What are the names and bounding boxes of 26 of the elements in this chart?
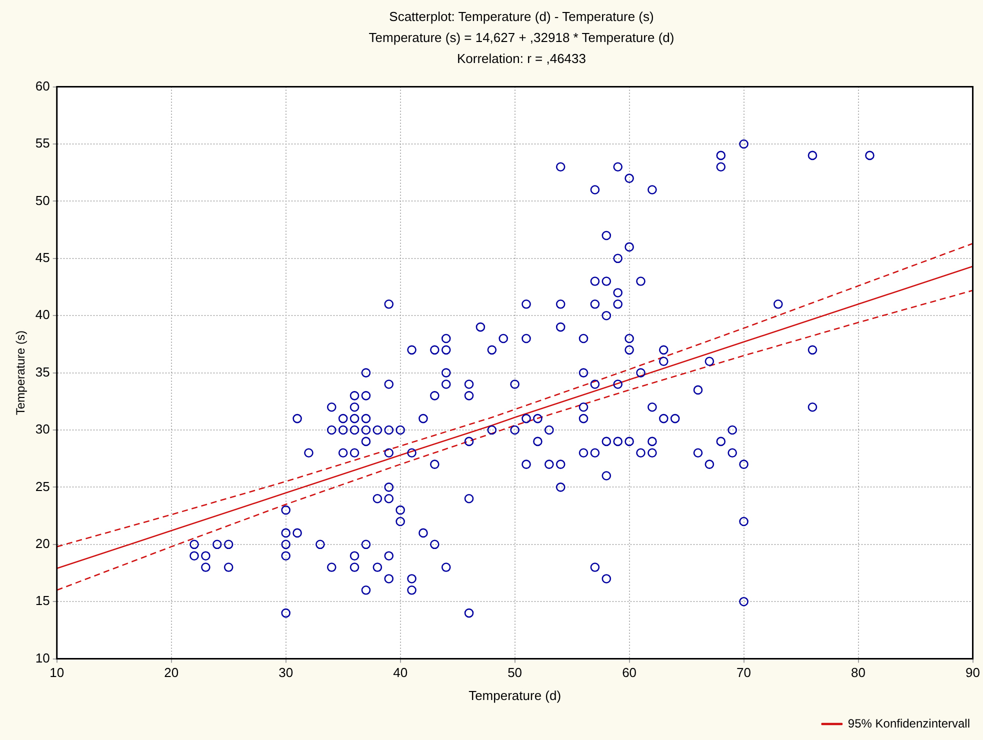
y-tick-label: 50: [35, 192, 50, 208]
y-tick-label: 15: [35, 593, 50, 608]
y-tick-label: 25: [35, 478, 50, 494]
y-tick-label: 20: [35, 536, 50, 551]
y-axis-title: Temperature (s): [14, 330, 28, 416]
x-tick-label: 90: [966, 665, 980, 680]
x-tick-label: 10: [50, 665, 64, 680]
x-tick-label: 80: [851, 665, 866, 680]
legend-label: 95% Konfidenzintervall: [848, 716, 970, 730]
chart-subtitle: Temperature (s) = 14,627 + ,32918 * Temperature (d): [368, 29, 676, 47]
x-tick-label: 40: [393, 665, 408, 680]
x-axis-title: Temperature (d): [468, 688, 562, 703]
y-tick-label: 30: [35, 422, 50, 437]
y-tick-label: 40: [35, 307, 50, 322]
chart-title: Scatterplot: Temperature (d) - Temperature (s): [388, 8, 655, 26]
x-tick-label: 60: [622, 665, 637, 680]
y-tick-label: 35: [35, 364, 50, 380]
y-tick-label: 45: [35, 250, 50, 265]
x-tick-label: 70: [736, 665, 752, 680]
x-tick-label: 50: [508, 665, 522, 680]
x-tick-label: 20: [164, 665, 179, 680]
x-tick-label: 30: [278, 665, 294, 680]
y-tick-label: 55: [35, 136, 50, 151]
text: Korrelation: r = ,46433: [456, 50, 587, 68]
y-tick-label: 60: [35, 78, 50, 94]
y-tick-label: 10: [35, 650, 50, 666]
